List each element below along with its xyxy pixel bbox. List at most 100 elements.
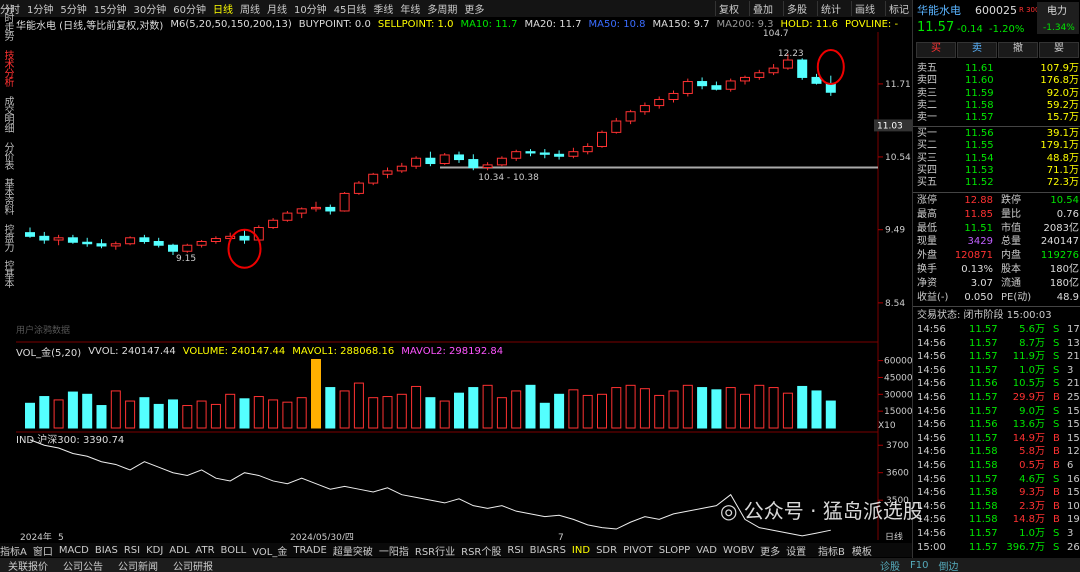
trade-volume: 9.3万 xyxy=(1019,487,1045,499)
indicator-tab[interactable]: MACD xyxy=(58,544,89,556)
trade-price: 11.56 xyxy=(969,419,998,431)
indicator-tab[interactable]: VOL_金 xyxy=(252,546,288,558)
cursor-price-label: 11.03 xyxy=(877,121,903,131)
divider xyxy=(913,126,1080,127)
indicator-tab[interactable]: 一阳指 xyxy=(378,546,409,558)
indicator-tab[interactable]: BIAS xyxy=(94,544,118,556)
candle-body xyxy=(439,154,450,165)
template-tab[interactable]: 模板 xyxy=(851,546,872,558)
candle-body xyxy=(353,182,364,194)
indicator-tab[interactable]: ADL xyxy=(169,544,190,556)
indicator-tab[interactable]: TRADE xyxy=(293,544,327,556)
tool-button[interactable]: 叠加 xyxy=(749,1,776,16)
divider xyxy=(913,306,1080,307)
volume-bar xyxy=(654,394,665,429)
status-link[interactable]: 诊股 xyxy=(880,561,900,572)
index-header-text: IND 沪深300: 3390.74 xyxy=(16,434,125,446)
indicator-tab[interactable]: RSR个股 xyxy=(461,546,502,558)
period-tab[interactable]: 30分钟 xyxy=(133,5,167,16)
indicator-tab[interactable]: PIVOT xyxy=(623,544,653,556)
side-tab[interactable]: 技术分析 xyxy=(2,50,13,86)
trade-button[interactable]: 买 xyxy=(916,42,956,58)
trade-time: 14:56 xyxy=(917,337,946,349)
status-link[interactable]: F10 xyxy=(910,559,929,571)
side-tab[interactable]: 成交明细 xyxy=(2,96,13,132)
side-tab[interactable]: 分时走势 xyxy=(2,4,13,40)
trade-volume: 8.7万 xyxy=(1019,337,1045,349)
period-tab[interactable]: 45日线 xyxy=(333,5,367,16)
trade-side: S xyxy=(1053,351,1060,363)
stat-label: PE(动) xyxy=(1001,291,1032,303)
indicator-tab[interactable]: VAD xyxy=(696,544,717,556)
period-tab[interactable]: 1分钟 xyxy=(27,5,54,16)
indicator-tab[interactable]: BOLL xyxy=(220,544,247,556)
period-tab[interactable]: 季线 xyxy=(373,5,394,16)
indicator-tab[interactable]: SDR xyxy=(596,544,618,556)
volume-bar xyxy=(697,387,708,429)
tool-button[interactable]: 画线 xyxy=(851,1,878,16)
trade-volume: 11.9万 xyxy=(1012,351,1045,363)
book-price: 11.61 xyxy=(965,63,994,74)
indicator-text: SELLPOINT: 1.0 xyxy=(377,19,454,30)
tool-button[interactable]: 多股 xyxy=(783,1,810,16)
tool-button[interactable]: 标记 xyxy=(885,1,912,16)
indicator-tab[interactable]: 更多 xyxy=(760,546,781,558)
tool-button[interactable]: 统计 xyxy=(817,1,844,16)
indicator-tab[interactable]: KDJ xyxy=(146,544,164,556)
trade-time: 14:56 xyxy=(917,378,946,390)
indicator-tab[interactable]: 超量突破 xyxy=(332,546,373,558)
indicator-text: BUYPOINT: 0.0 xyxy=(298,19,371,30)
trade-button[interactable]: 撤 xyxy=(998,42,1038,58)
period-tab[interactable]: 分时 xyxy=(0,5,20,16)
period-tab[interactable]: 5分钟 xyxy=(60,5,87,16)
stat-value: 11.85 xyxy=(964,208,993,220)
indicator-tab[interactable]: 窗口 xyxy=(32,546,53,558)
period-tab[interactable]: 年线 xyxy=(400,5,421,16)
stat-label: 收益(-) xyxy=(917,291,949,303)
side-tab[interactable]: 分价表 xyxy=(2,142,13,169)
trade-time: 14:56 xyxy=(917,324,946,335)
indicator-tab[interactable]: 设置 xyxy=(786,546,807,558)
trade-price: 11.58 xyxy=(969,500,998,512)
candle-body xyxy=(682,81,693,94)
status-link[interactable]: 关联报价 xyxy=(8,561,48,572)
indicator-tab[interactable]: RSR行业 xyxy=(414,546,456,558)
book-label: 买五 xyxy=(917,177,937,189)
indicator-tabs: 指标A 窗口 MACD BIAS RSI KDJ ADL ATR BOLL VOL_金 TRADE 超… xyxy=(0,543,912,558)
side-tab[interactable]: 控盘力 xyxy=(2,224,13,251)
period-tab[interactable]: 月线 xyxy=(266,5,287,16)
indicator-text: M6(5,20,50,150,200,13) xyxy=(170,19,292,30)
indicator-tab[interactable]: RSI xyxy=(507,544,524,556)
stat-label: 流通 xyxy=(1001,277,1021,289)
indicator-tab[interactable]: 指标A xyxy=(0,546,27,558)
period-tab[interactable]: 日线 xyxy=(212,5,233,16)
indicator-tab[interactable]: IND xyxy=(571,544,591,556)
side-tab[interactable]: 基本资料 xyxy=(2,178,13,214)
period-tab[interactable]: 60分钟 xyxy=(173,5,206,16)
indicator-tab[interactable]: BIASRS xyxy=(529,544,566,556)
status-link[interactable]: 公司研报 xyxy=(173,561,213,572)
period-tab[interactable]: 多周期 xyxy=(427,5,458,16)
annotation: 用户涂鸦数据 xyxy=(16,324,70,336)
indicator-tab[interactable]: WOBV xyxy=(722,544,755,556)
tool-button[interactable]: 复权 xyxy=(715,1,742,16)
trade-count: 3 xyxy=(1067,528,1074,539)
period-tab[interactable]: 更多 xyxy=(464,5,485,16)
volume-bar xyxy=(725,387,736,429)
period-tab[interactable]: 周线 xyxy=(239,5,260,16)
trade-button[interactable]: 婴 xyxy=(1039,42,1079,58)
period-tab[interactable]: 15分钟 xyxy=(93,5,127,16)
volume-bar xyxy=(311,358,321,429)
template-tab[interactable]: 指标B xyxy=(818,546,845,558)
status-link[interactable]: 倒边 xyxy=(938,561,959,572)
status-link[interactable]: 公司公告 xyxy=(63,561,103,572)
indicator-tab[interactable]: SLOPP xyxy=(658,544,691,556)
side-tab[interactable]: 控基本 xyxy=(2,260,13,287)
indicator-tab[interactable]: RSI xyxy=(123,544,141,556)
volume-bar xyxy=(282,401,293,429)
status-link[interactable]: 公司新闻 xyxy=(118,561,158,572)
period-tab[interactable]: 10分钟 xyxy=(293,5,327,16)
indicator-tab[interactable]: ATR xyxy=(195,544,215,556)
stat-value: 180亿 xyxy=(1049,264,1079,275)
trade-button[interactable]: 卖 xyxy=(957,42,997,58)
